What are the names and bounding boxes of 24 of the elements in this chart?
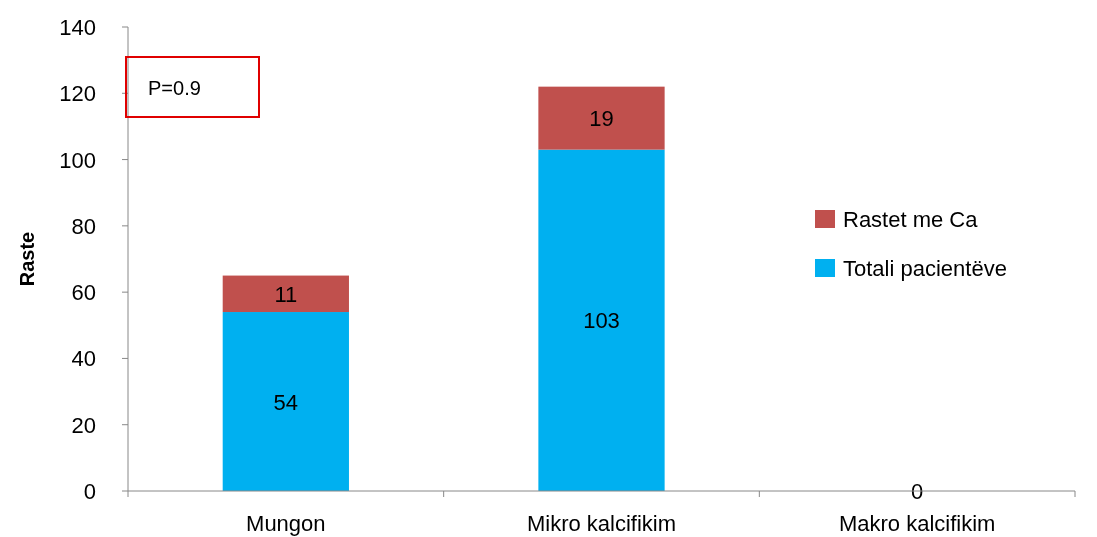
x-tick-label: Mikro kalcifikim [526,511,677,536]
y-tick-label: 80 [71,213,96,239]
x-tick-label: Mungon [246,511,326,536]
y-tick-label: 20 [71,412,96,438]
data-label: 103 [583,308,620,334]
legend-label: Rastet me Ca [843,207,979,232]
bar [538,86,665,150]
y-tick-label: 0 [83,479,96,504]
y-tick-label: 40 [71,346,96,372]
y-tick-label: 140 [59,15,96,40]
bar [222,275,349,313]
data-label: 11 [274,281,298,307]
bar [538,149,665,491]
data-label: 0 [911,479,924,504]
annotation: P=0.9 [148,77,201,99]
x-tick-label: Makro kalcifikim [838,511,996,536]
y-tick-label: 120 [59,81,96,107]
legend-label: Totali pacientëve [843,256,1007,281]
data-label: 54 [273,389,299,415]
y-tick-label: 100 [59,147,96,173]
y-tick-label: 60 [71,280,96,306]
data-label: 19 [589,106,614,132]
y-axis-title: Raste [16,231,38,287]
bar [222,312,349,491]
